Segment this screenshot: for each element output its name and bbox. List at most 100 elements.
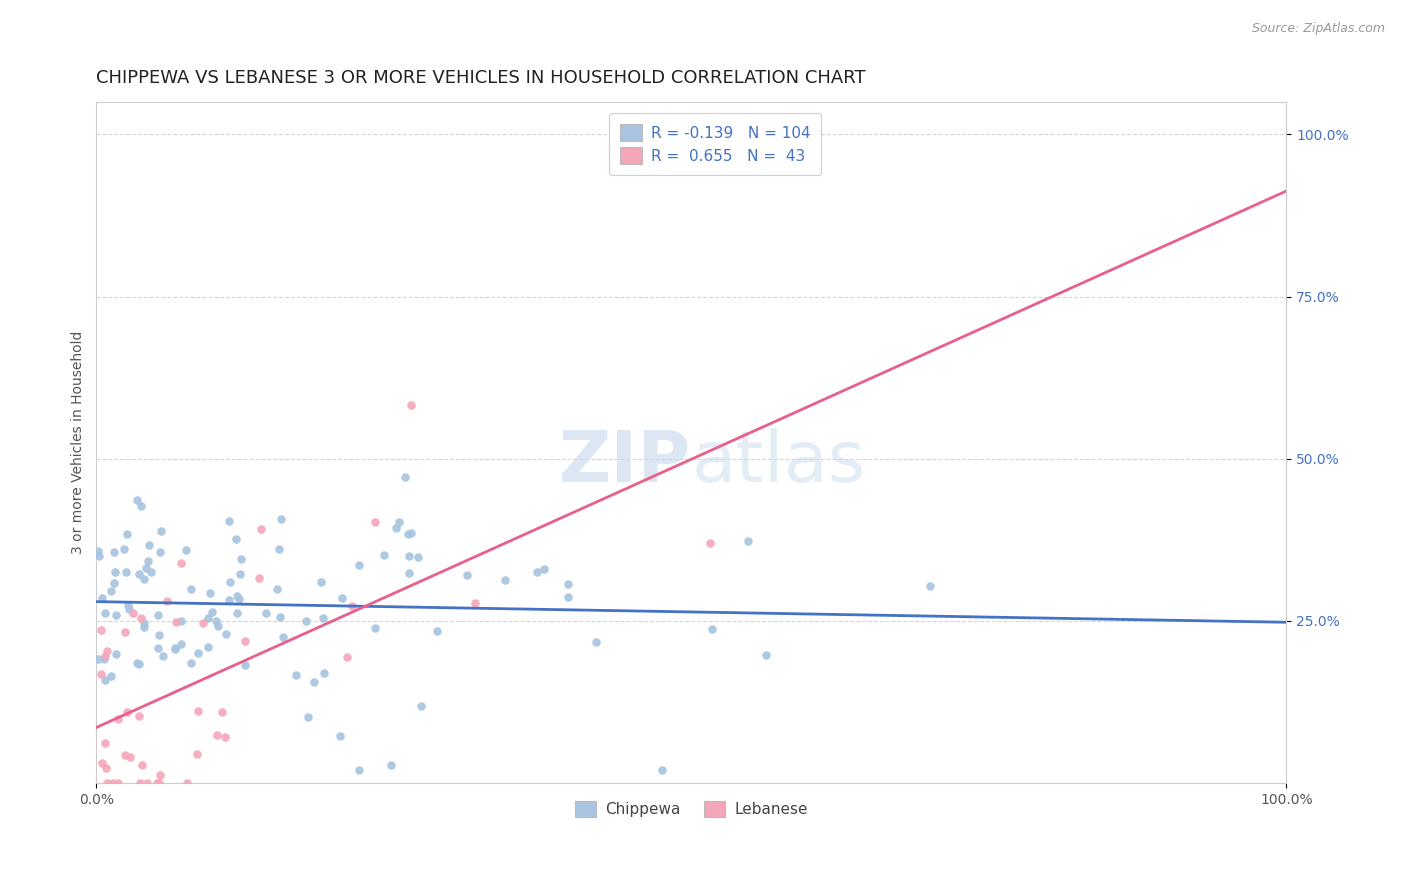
Point xyxy=(409,699,432,714)
Point xyxy=(135,561,157,575)
Point xyxy=(90,667,112,681)
Point xyxy=(329,729,352,743)
Point xyxy=(271,630,294,644)
Point xyxy=(139,566,162,580)
Point xyxy=(211,705,233,719)
Point xyxy=(651,763,673,777)
Point xyxy=(152,649,174,664)
Point xyxy=(135,776,157,790)
Point xyxy=(309,575,332,590)
Point xyxy=(148,776,170,790)
Point xyxy=(129,611,152,625)
Point xyxy=(117,598,139,612)
Point xyxy=(336,650,359,665)
Point xyxy=(347,763,370,777)
Point xyxy=(456,567,478,582)
Point xyxy=(464,596,486,610)
Point xyxy=(228,591,250,606)
Point xyxy=(399,526,422,541)
Point xyxy=(198,586,221,600)
Point xyxy=(174,542,197,557)
Point xyxy=(146,640,169,655)
Point xyxy=(193,616,215,631)
Point xyxy=(180,582,202,596)
Point xyxy=(388,515,411,529)
Point xyxy=(86,652,108,666)
Point xyxy=(96,644,118,658)
Point xyxy=(398,566,420,581)
Point xyxy=(754,648,776,663)
Point xyxy=(100,669,122,683)
Point xyxy=(149,545,172,559)
Point xyxy=(146,776,169,790)
Point xyxy=(215,626,238,640)
Point xyxy=(494,573,516,587)
Point xyxy=(129,500,152,514)
Point xyxy=(93,651,115,665)
Point xyxy=(267,542,290,557)
Point xyxy=(89,549,111,563)
Point xyxy=(218,593,240,607)
Point xyxy=(165,615,187,629)
Point xyxy=(385,521,408,535)
Point xyxy=(118,601,141,615)
Point xyxy=(94,736,117,750)
Point xyxy=(156,594,179,608)
Point xyxy=(398,549,420,563)
Point xyxy=(205,615,228,629)
Point xyxy=(103,544,125,558)
Point xyxy=(218,514,240,528)
Point xyxy=(148,768,170,782)
Point xyxy=(406,550,429,565)
Point xyxy=(186,747,208,761)
Point xyxy=(163,641,186,656)
Point xyxy=(312,665,335,680)
Point xyxy=(218,575,240,590)
Point xyxy=(176,776,198,790)
Point xyxy=(91,756,114,771)
Point xyxy=(364,515,387,529)
Text: Source: ZipAtlas.com: Source: ZipAtlas.com xyxy=(1251,22,1385,36)
Point xyxy=(269,610,291,624)
Point xyxy=(180,656,202,670)
Point xyxy=(114,624,136,639)
Legend: Chippewa, Lebanese: Chippewa, Lebanese xyxy=(569,795,814,823)
Point xyxy=(266,582,288,596)
Point xyxy=(120,749,142,764)
Point xyxy=(114,747,136,762)
Point xyxy=(107,776,129,790)
Point xyxy=(225,532,247,546)
Point xyxy=(557,576,579,591)
Point xyxy=(311,611,333,625)
Point xyxy=(270,512,292,526)
Point xyxy=(132,615,155,630)
Point xyxy=(533,562,555,576)
Text: CHIPPEWA VS LEBANESE 3 OR MORE VEHICLES IN HOUSEHOLD CORRELATION CHART: CHIPPEWA VS LEBANESE 3 OR MORE VEHICLES … xyxy=(97,69,866,87)
Point xyxy=(128,657,150,672)
Point xyxy=(226,606,249,620)
Y-axis label: 3 or more Vehicles in Household: 3 or more Vehicles in Household xyxy=(72,331,86,554)
Point xyxy=(918,579,941,593)
Point xyxy=(134,572,156,586)
Point xyxy=(197,611,219,625)
Point xyxy=(229,552,252,566)
Point xyxy=(699,536,721,550)
Point xyxy=(91,591,114,605)
Point xyxy=(131,757,153,772)
Point xyxy=(247,571,270,585)
Point xyxy=(100,584,122,599)
Point xyxy=(249,523,271,537)
Point xyxy=(138,553,160,567)
Point xyxy=(103,576,125,591)
Point xyxy=(101,776,124,790)
Point xyxy=(138,538,160,552)
Point xyxy=(134,620,156,634)
Point xyxy=(129,776,152,790)
Point xyxy=(330,591,353,605)
Point xyxy=(284,667,307,681)
Point xyxy=(737,534,759,549)
Point xyxy=(150,524,173,538)
Point xyxy=(115,565,138,579)
Point xyxy=(170,614,193,628)
Text: ZIP: ZIP xyxy=(560,428,692,498)
